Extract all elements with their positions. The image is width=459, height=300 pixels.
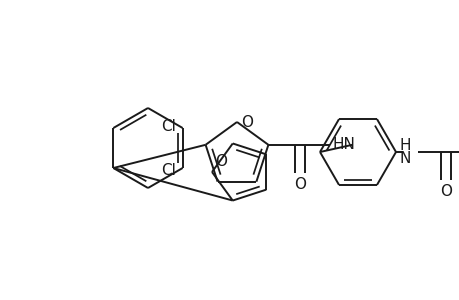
Text: Cl: Cl [160, 163, 175, 178]
Text: O: O [294, 177, 306, 192]
Text: O: O [439, 184, 451, 199]
Text: O: O [241, 115, 252, 130]
Text: H
N: H N [399, 138, 411, 167]
Text: HN: HN [332, 137, 354, 152]
Text: O: O [214, 154, 226, 169]
Text: Cl: Cl [160, 118, 175, 134]
